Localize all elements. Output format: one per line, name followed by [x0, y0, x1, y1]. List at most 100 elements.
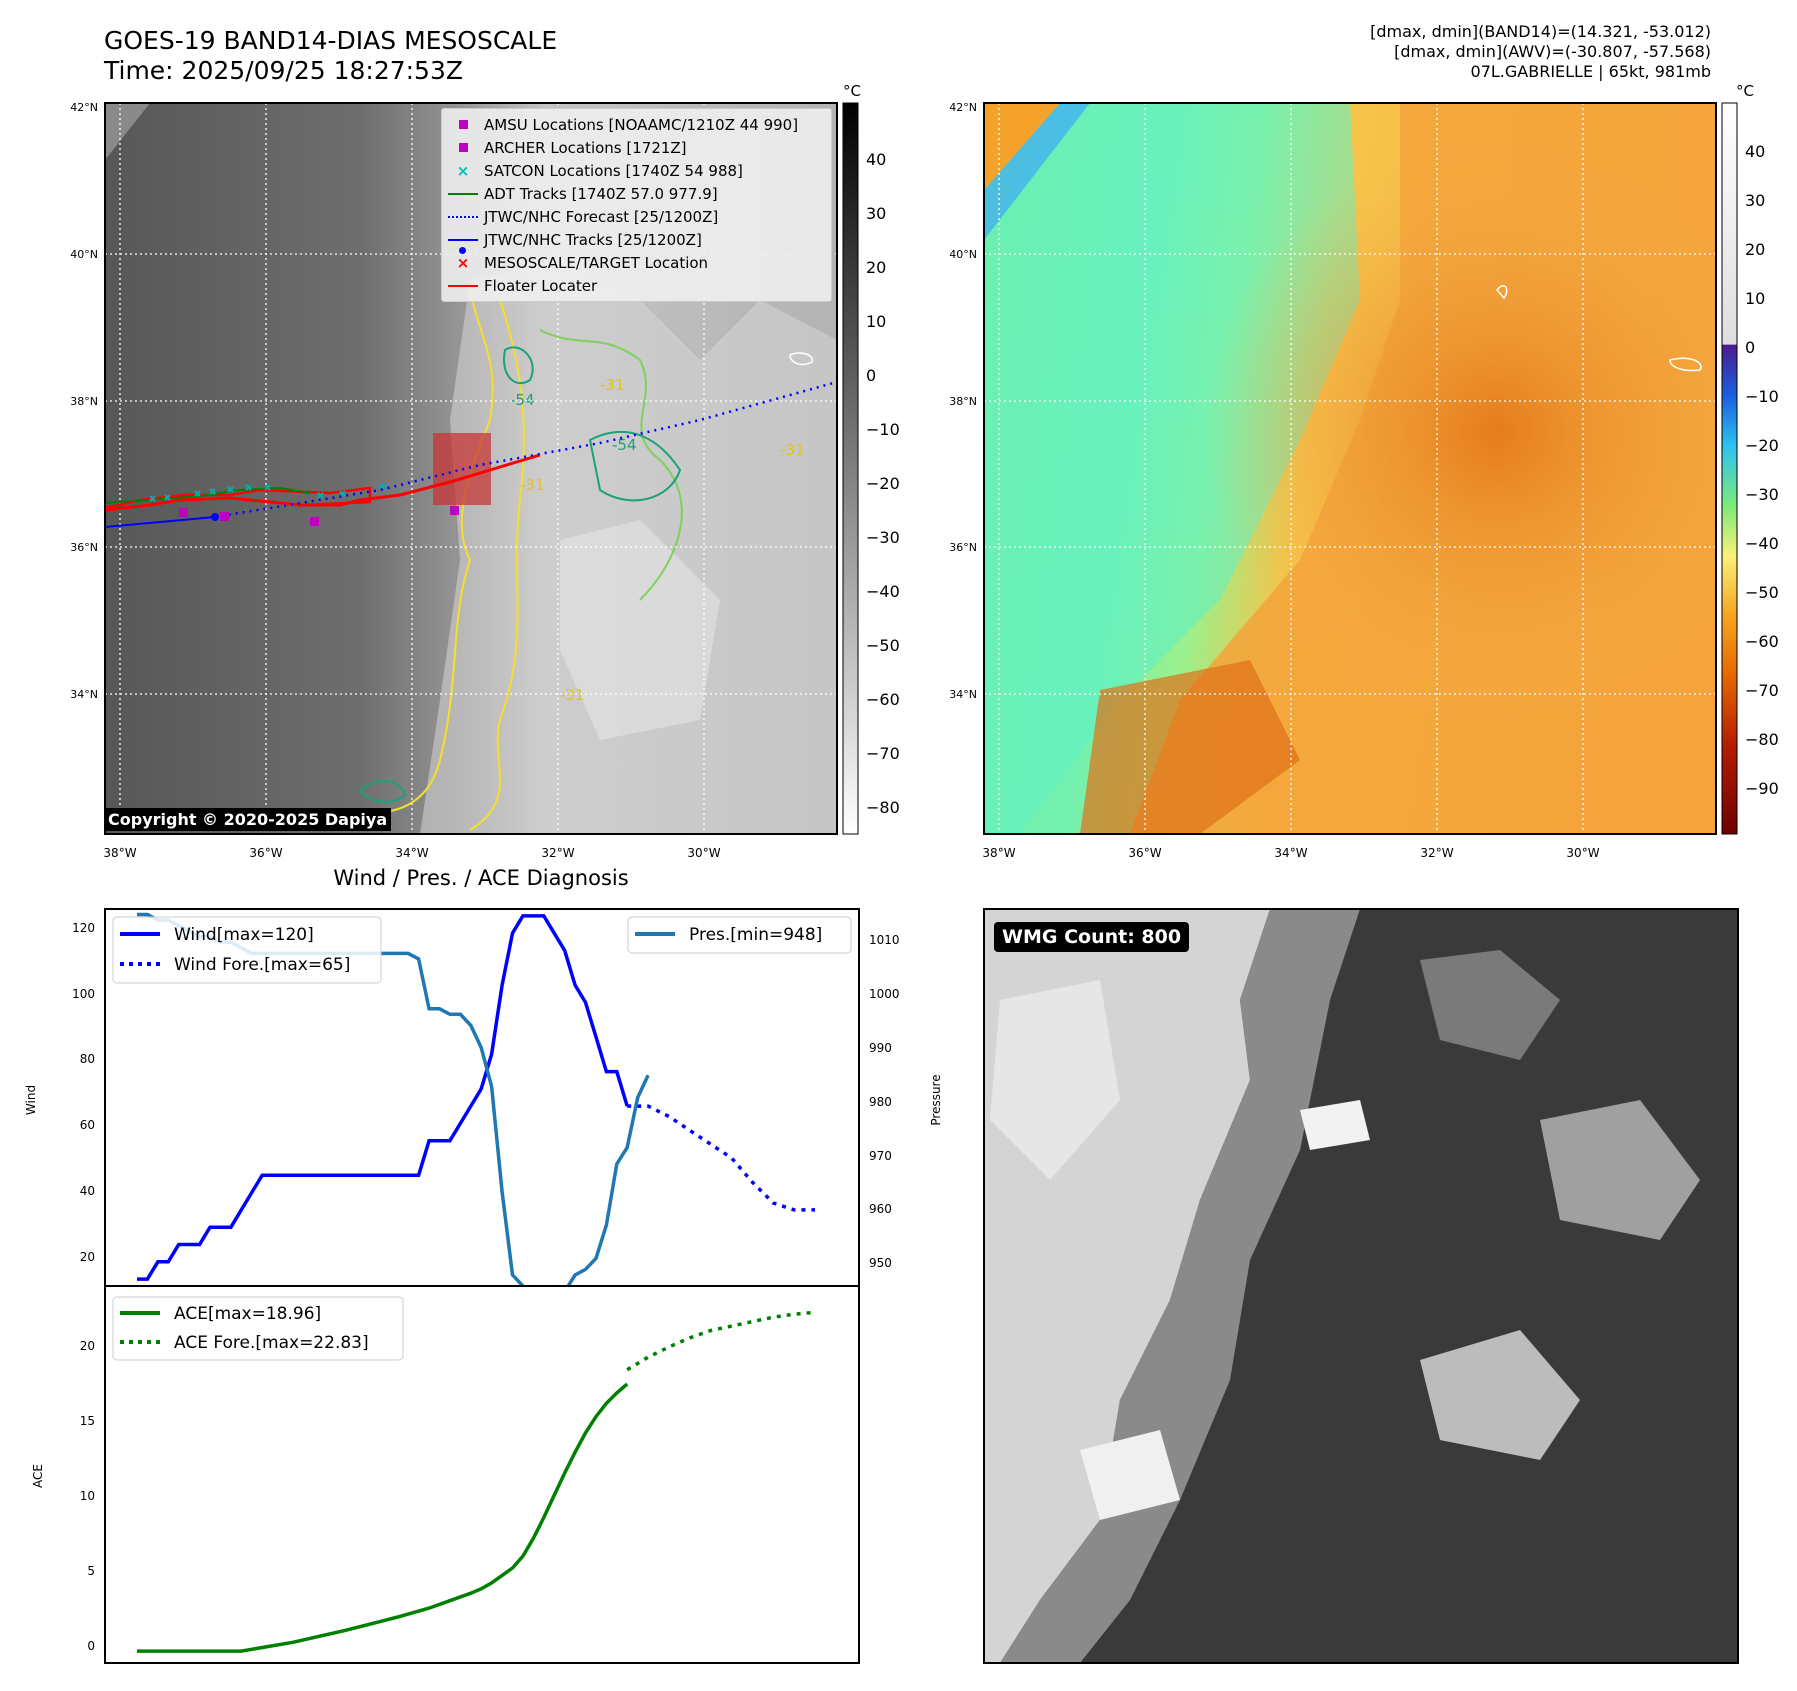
legend-ace-fore-label: ACE Fore.[max=22.83]: [174, 1333, 369, 1353]
ir-cb-tick-m20: −20: [866, 474, 900, 493]
ir-cb-tick-m70: −70: [866, 744, 900, 763]
wv-cb-tick-0: 0: [1745, 338, 1755, 357]
wind-tick-20: 20: [80, 1250, 95, 1264]
wv-cb-tick-m50: −50: [1745, 583, 1779, 602]
info-line-1: [dmax, dmin](BAND14)=(14.321, -53.012): [1370, 22, 1711, 41]
ir-cb-tick-m40: −40: [866, 582, 900, 601]
wv-cb-tick-m90: −90: [1745, 779, 1779, 798]
contour-label-2: -31: [600, 376, 625, 394]
wind-series-0: [137, 914, 629, 1281]
wmg-frame: [983, 908, 1739, 1664]
ir-contour-white: [789, 352, 814, 366]
ir-cb-tick-0: 0: [866, 366, 876, 385]
floater-locater-track: [105, 453, 541, 512]
wv-lon-34: 34°W: [1274, 846, 1307, 860]
wmg-panel: [983, 908, 1739, 1664]
ir-contour-green: [539, 329, 683, 601]
wind-left-ticks: 120 100 80 60 40 20: [72, 921, 95, 1264]
ir-corner-texture: [105, 103, 150, 160]
contour-label-1: -54: [510, 391, 535, 409]
wmg-mid-patch: [1420, 950, 1560, 1060]
contour-label-4: -31: [780, 441, 805, 459]
ir-cb-tick-m80: −80: [866, 798, 900, 817]
legend-adt-label: ADT Tracks [1740Z 57.0 977.9]: [484, 184, 718, 203]
title-line-2: Time: 2025/09/25 18:27:53Z: [104, 56, 463, 85]
wv-map-panel: 42°N 40°N 38°N 36°N 34°N 38°W 36°W 34°W …: [949, 82, 1779, 860]
figure-title: GOES-19 BAND14-DIAS MESOSCALE Time: 2025…: [104, 26, 557, 86]
legend-wind-fore-label: Wind Fore.[max=65]: [174, 955, 350, 975]
legend-floater: Floater Locater: [442, 274, 831, 297]
wind-legend: Wind[max=120] Wind Fore.[max=65] Pres.[m…: [112, 916, 852, 984]
archer-square-icon: [442, 143, 484, 152]
wv-gridlines: [984, 103, 1716, 834]
legend-satcon-label: SATCON Locations [1740Z 54 988]: [484, 161, 743, 180]
legend-archer: ARCHER Locations [1721Z]: [442, 136, 831, 159]
target-x-icon: ×: [456, 253, 470, 272]
wv-lon-32: 32°W: [1420, 846, 1453, 860]
wv-frame: [983, 102, 1717, 835]
ace-tick-20: 20: [80, 1339, 95, 1353]
ir-lon-32: 32°W: [541, 846, 574, 860]
wv-lon-30: 30°W: [1566, 846, 1599, 860]
satcon-markers: [149, 483, 386, 502]
ir-contour-teal-2: [503, 346, 534, 385]
ace-panel: 20 15 10 5 0 ACE ACE[max=18.96] ACE Fore…: [31, 1285, 860, 1664]
wmg-light-patch: [1540, 1100, 1700, 1240]
pres-tick-990: 990: [869, 1041, 892, 1055]
wmg-bright-patch: [990, 980, 1120, 1180]
legend-target: × MESOSCALE/TARGET Location: [442, 251, 831, 274]
ace-tick-5: 5: [87, 1564, 95, 1578]
wmg-white-cell-2: [1080, 1430, 1180, 1520]
wv-colorbar-unit: °C: [1736, 82, 1754, 100]
wv-lat-labels: 42°N 40°N 38°N 36°N 34°N: [949, 101, 977, 701]
pres-tick-960: 960: [869, 1202, 892, 1216]
wmg-mid-band: [1000, 909, 1360, 1663]
legend-ace-label: ACE[max=18.96]: [174, 1304, 321, 1324]
wv-corner-blue: [984, 103, 1090, 240]
wind-legend-box: [112, 916, 382, 984]
contour-label-5: -31: [520, 476, 545, 494]
ace-series-layer: [137, 1310, 816, 1653]
mesoscale-target-box: [433, 433, 491, 505]
legend-target-label: MESOSCALE/TARGET Location: [484, 253, 709, 272]
wv-lat-42: 42°N: [949, 101, 977, 114]
info-line-2: [dmax, dmin](AWV)=(-30.807, -57.568): [1394, 42, 1711, 61]
wv-cb-tick-30: 30: [1745, 191, 1765, 210]
pres-tick-1000: 1000: [869, 987, 900, 1001]
ir-colorbar-ticks: 40 30 20 10 0 −10 −20 −30 −40 −50 −60 −7…: [866, 150, 900, 817]
ace-series-0: [137, 1382, 629, 1653]
wmg-count-badge: WMG Count: 800: [994, 922, 1190, 952]
contour-label-3: -54: [612, 436, 637, 454]
legend-archer-label: ARCHER Locations [1721Z]: [484, 138, 687, 157]
pres-legend-box: [627, 916, 852, 954]
wv-contour-white-2: [1669, 357, 1702, 372]
legend-floater-label: Floater Locater: [484, 276, 598, 295]
wmg-light-patch-2: [1420, 1330, 1580, 1460]
wv-cb-tick-m20: −20: [1745, 436, 1779, 455]
legend-forecast-label: JTWC/NHC Forecast [25/1200Z]: [484, 207, 719, 226]
ir-lat-42: 42°N: [70, 101, 98, 114]
wind-tick-60: 60: [80, 1118, 95, 1132]
wv-cb-tick-m60: −60: [1745, 632, 1779, 651]
contour-label-6: -31: [560, 686, 585, 704]
legend-adt: ADT Tracks [1740Z 57.0 977.9]: [442, 182, 831, 205]
ace-tick-10: 10: [80, 1489, 95, 1503]
wv-lat-38: 38°N: [949, 395, 977, 408]
ace-ticks: 20 15 10 5 0: [80, 1339, 95, 1653]
wv-dark-core: [984, 103, 1716, 834]
ir-cb-tick-30: 30: [866, 204, 886, 223]
ir-lon-36: 36°W: [249, 846, 282, 860]
jtwc-track: [105, 516, 216, 528]
ir-contour-yellow: [349, 289, 494, 814]
forecast-dotted-icon: [442, 215, 484, 218]
jtwc-forecast: [214, 380, 837, 519]
wmg-white-cell: [1300, 1100, 1370, 1150]
ace-axis-label: ACE: [31, 1464, 45, 1488]
wv-cb-tick-20: 20: [1745, 240, 1765, 259]
legend-amsu: AMSU Locations [NOAAMC/1210Z 44 990]: [442, 113, 831, 136]
map-legend: AMSU Locations [NOAAMC/1210Z 44 990] ARC…: [441, 108, 832, 302]
wv-dark-patch: [1080, 660, 1300, 834]
ace-legend: ACE[max=18.96] ACE Fore.[max=22.83]: [112, 1296, 404, 1361]
wind-pressure-panel: 120 100 80 60 40 20 1010 1000 990 980 97…: [24, 908, 943, 1300]
ir-cb-tick-10: 10: [866, 312, 886, 331]
